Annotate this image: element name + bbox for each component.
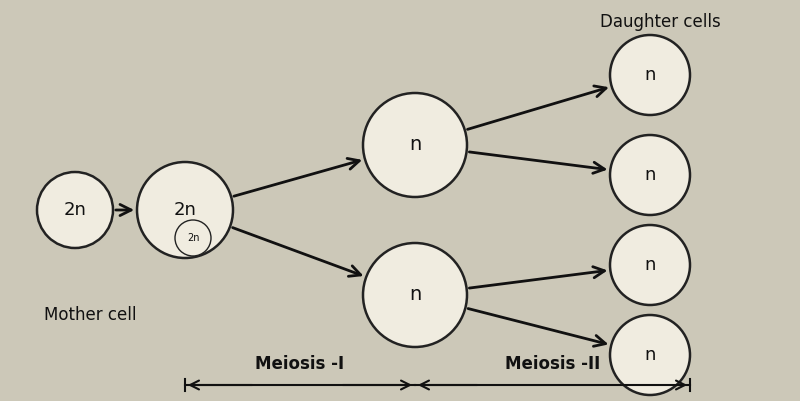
Circle shape bbox=[363, 243, 467, 347]
Circle shape bbox=[137, 162, 233, 258]
Text: n: n bbox=[644, 256, 656, 274]
Text: Meiosis -I: Meiosis -I bbox=[255, 355, 345, 373]
Text: n: n bbox=[409, 286, 421, 304]
Text: 2n: 2n bbox=[186, 233, 199, 243]
Text: n: n bbox=[644, 166, 656, 184]
Text: n: n bbox=[644, 346, 656, 364]
Text: 2n: 2n bbox=[63, 201, 86, 219]
Circle shape bbox=[610, 315, 690, 395]
Circle shape bbox=[610, 225, 690, 305]
Text: 2n: 2n bbox=[174, 201, 197, 219]
Circle shape bbox=[363, 93, 467, 197]
Circle shape bbox=[610, 135, 690, 215]
Text: Meiosis -II: Meiosis -II bbox=[506, 355, 601, 373]
Circle shape bbox=[37, 172, 113, 248]
Text: n: n bbox=[644, 66, 656, 84]
Circle shape bbox=[175, 220, 211, 256]
Text: Daughter cells: Daughter cells bbox=[600, 13, 720, 31]
Text: Mother cell: Mother cell bbox=[44, 306, 136, 324]
Circle shape bbox=[610, 35, 690, 115]
Text: n: n bbox=[409, 136, 421, 154]
